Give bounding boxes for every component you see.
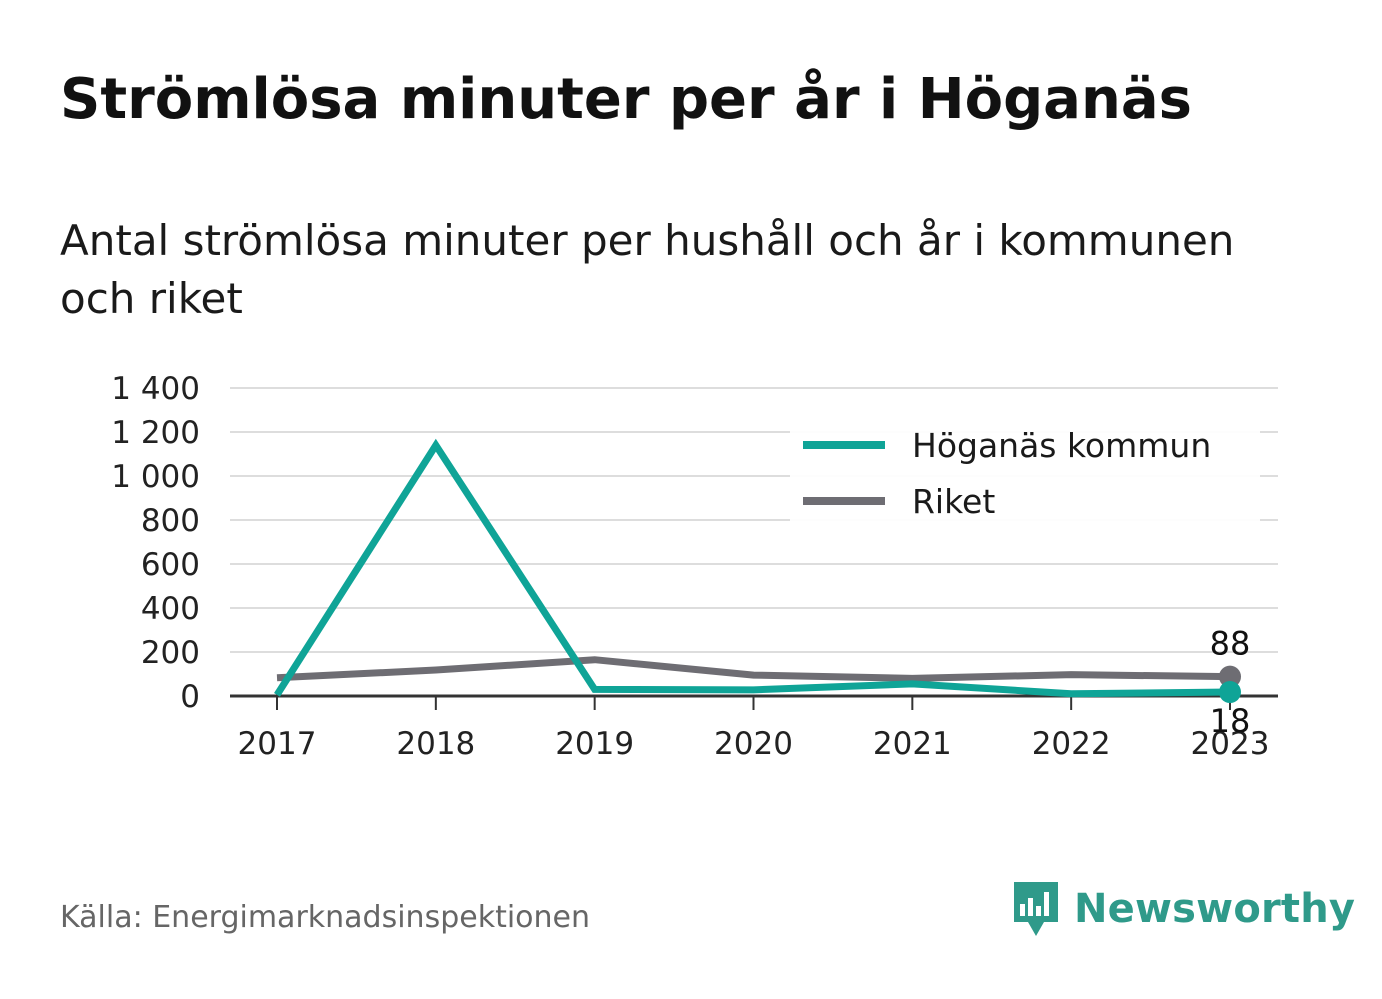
y-tick-label: 0 xyxy=(180,679,200,715)
y-tick-label: 1 200 xyxy=(111,415,200,451)
end-value-label: 18 xyxy=(1210,702,1251,740)
y-tick-label: 800 xyxy=(141,503,200,539)
x-tick-label: 2019 xyxy=(555,726,634,762)
series-line xyxy=(274,438,1231,698)
chart-subtitle: Antal strömlösa minuter per hushåll och … xyxy=(60,216,1235,323)
brand-name: Newsworthy xyxy=(1074,886,1356,932)
series-end-point xyxy=(1219,681,1241,704)
chart-title: Strömlösa minuter per år i Höganäs xyxy=(60,67,1192,132)
legend-label: Riket xyxy=(912,482,995,521)
x-tick-label: 2022 xyxy=(1032,726,1111,762)
x-tick-label: 2023 xyxy=(1191,726,1270,762)
series-end-point xyxy=(1219,665,1241,688)
end-value-label: 88 xyxy=(1210,625,1251,663)
y-tick-label: 1 400 xyxy=(111,371,200,407)
y-tick-label: 400 xyxy=(141,591,200,627)
y-tick-label: 1 000 xyxy=(111,459,200,495)
source-note: Källa: Energimarknadsinspektionen xyxy=(60,900,591,935)
y-tick-label: 600 xyxy=(141,547,200,583)
series-line xyxy=(276,656,1231,682)
x-tick-label: 2018 xyxy=(396,726,475,762)
x-tick-label: 2021 xyxy=(873,726,952,762)
x-tick-label: 2020 xyxy=(714,726,793,762)
newsworthy-logo-icon xyxy=(1014,882,1058,936)
y-tick-label: 200 xyxy=(141,635,200,671)
x-tick-label: 2017 xyxy=(238,726,317,762)
brand-logo: Newsworthy xyxy=(1010,878,1355,940)
legend-label: Höganäs kommun xyxy=(912,426,1211,465)
